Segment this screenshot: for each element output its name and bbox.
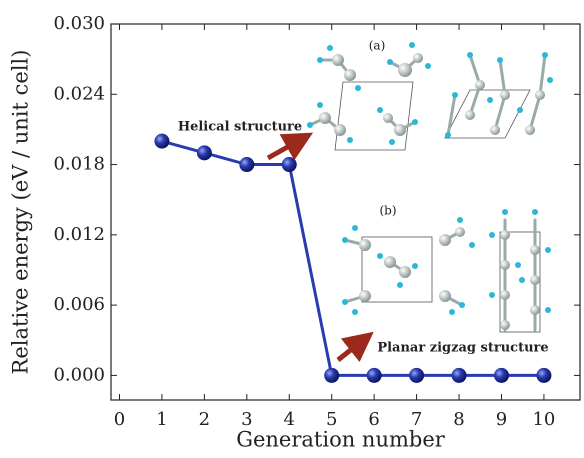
arrow bbox=[336, 331, 374, 363]
x-tick-label: 0 bbox=[114, 409, 125, 430]
x-tick-label: 5 bbox=[326, 409, 337, 430]
structure-inset-a bbox=[307, 42, 553, 151]
data-point bbox=[324, 367, 340, 383]
x-tick-label: 2 bbox=[199, 409, 210, 430]
y-tick-label: 0.000 bbox=[53, 364, 105, 385]
y-tick-label: 0.024 bbox=[53, 83, 105, 104]
x-axis-label: Generation number bbox=[236, 428, 446, 452]
axes-frame bbox=[110, 23, 581, 401]
data-point bbox=[366, 367, 382, 383]
x-tick-label: 1 bbox=[156, 409, 167, 430]
plot-area: 0.000 0.006 0.012 0.018 0.024 0.030 0 1 2 3 4 5 6 7 8 9… bbox=[9, 13, 581, 452]
data-point bbox=[409, 367, 425, 383]
arrow bbox=[266, 132, 314, 161]
annotation: (a) bbox=[369, 39, 386, 53]
data-point bbox=[451, 367, 467, 383]
x-tick-label: 4 bbox=[284, 409, 295, 430]
y-tick-label: 0.012 bbox=[53, 224, 105, 245]
x-tick-label: 9 bbox=[496, 409, 507, 430]
data-point bbox=[196, 145, 212, 161]
y-tick-label: 0.030 bbox=[53, 13, 105, 34]
y-tick-label: 0.018 bbox=[53, 154, 105, 175]
data-point bbox=[536, 367, 552, 383]
x-tick-label: 3 bbox=[241, 409, 252, 430]
x-tick-label: 8 bbox=[453, 409, 464, 430]
data-point bbox=[493, 367, 509, 383]
annotation: (b) bbox=[379, 204, 396, 218]
series-line bbox=[161, 139, 544, 377]
annotation: Planar zigzag structure bbox=[377, 341, 548, 356]
data-point bbox=[281, 157, 297, 173]
x-tick-label: 6 bbox=[368, 409, 379, 430]
data-point bbox=[154, 133, 170, 149]
y-tick-label: 0.006 bbox=[53, 294, 105, 315]
data-point bbox=[239, 157, 255, 173]
y-axis-label: Relative energy (eV / unit cell) bbox=[9, 50, 33, 375]
x-tick-label: 7 bbox=[411, 409, 422, 430]
annotation: Helical structure bbox=[178, 120, 302, 135]
x-tick-label: 10 bbox=[532, 409, 555, 430]
structure-inset-b bbox=[342, 209, 551, 333]
